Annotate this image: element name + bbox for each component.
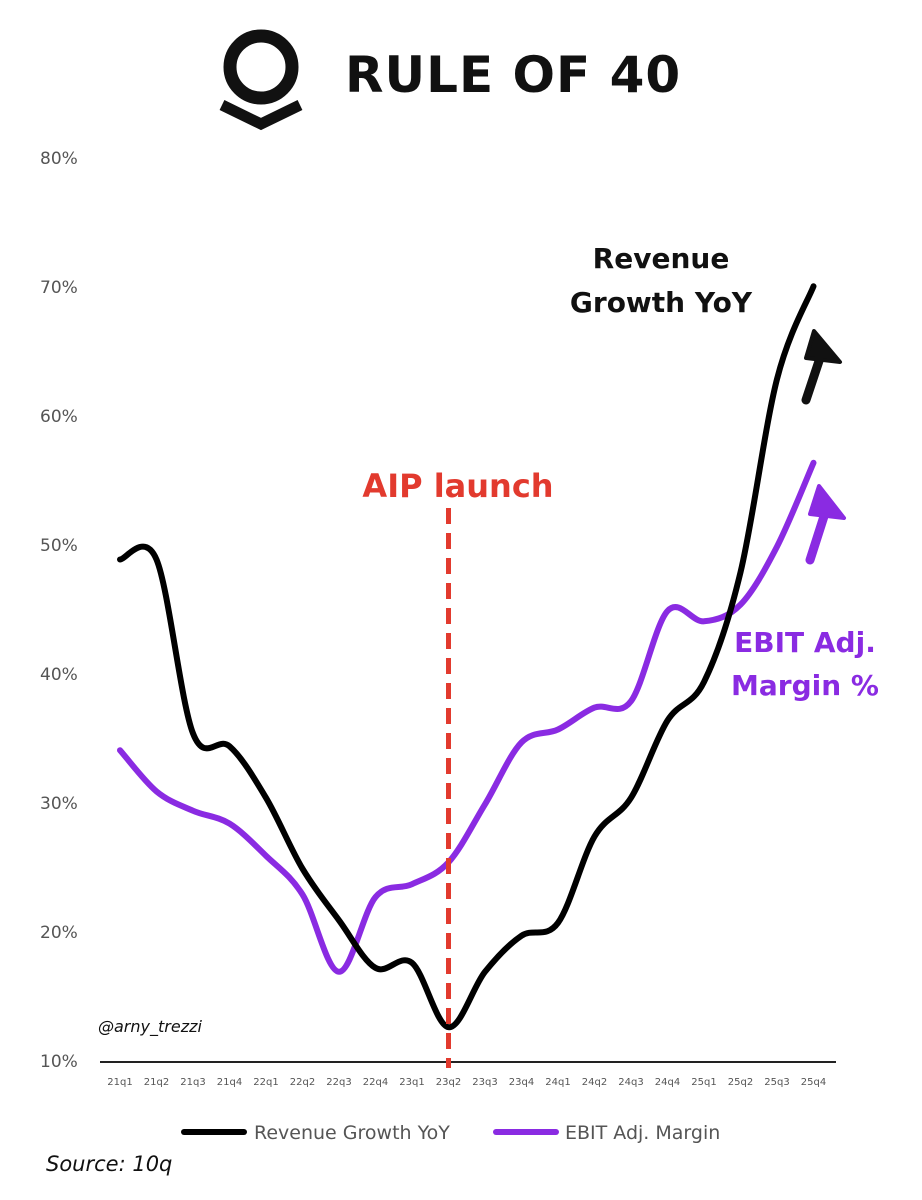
revenue-data-point	[154, 556, 160, 562]
x-tick-label: 21q1	[107, 1077, 132, 1088]
x-tick-label: 24q1	[545, 1077, 570, 1088]
ebit-data-point	[738, 602, 744, 608]
revenue-annotation-line2: Growth YoY	[570, 286, 753, 319]
revenue-data-point	[665, 718, 671, 724]
source-note: Source: 10q	[46, 1152, 172, 1176]
ebit-data-point	[117, 747, 123, 753]
chart-title: RULE OF 40	[345, 46, 681, 104]
revenue-data-point	[263, 795, 269, 801]
x-tick-label: 22q4	[363, 1077, 388, 1088]
ebit-data-point	[263, 853, 269, 859]
revenue-data-point	[592, 834, 598, 840]
ebit-up-arrow-icon	[805, 484, 846, 565]
x-tick-label: 22q1	[253, 1077, 278, 1088]
revenue-up-arrow-icon	[801, 329, 842, 405]
x-tick-label: 25q1	[691, 1077, 716, 1088]
ebit-data-point	[409, 881, 415, 887]
y-tick-label: 30%	[40, 794, 78, 814]
ebit-data-point	[774, 544, 780, 550]
y-tick-label: 60%	[40, 407, 78, 427]
revenue-data-point	[811, 283, 817, 289]
data-points	[117, 283, 817, 1030]
x-tick-label: 24q3	[618, 1077, 643, 1088]
x-tick-label: 21q3	[180, 1077, 205, 1088]
revenue-annotation-line1: Revenue	[593, 242, 730, 275]
revenue-data-point	[482, 969, 488, 975]
y-tick-label: 50%	[40, 536, 78, 556]
y-tick-label: 20%	[40, 923, 78, 943]
series-line-revenue-growth	[117, 283, 817, 1031]
revenue-data-point	[409, 960, 415, 966]
ebit-data-point	[555, 727, 561, 733]
ebit-data-point	[628, 698, 634, 704]
y-axis-ticks: 10% 20% 30% 40% 50% 60% 70% 80%	[40, 149, 78, 1072]
x-tick-label: 23q2	[436, 1077, 461, 1088]
ebit-data-point	[482, 801, 488, 807]
x-tick-label: 21q2	[144, 1077, 169, 1088]
x-tick-label: 23q4	[509, 1077, 534, 1088]
ebit-data-point	[190, 808, 196, 814]
author-handle: @arny_trezzi	[98, 1017, 202, 1037]
ebit-data-point	[592, 705, 598, 711]
ebit-data-point	[373, 894, 379, 900]
ebit-data-point	[300, 891, 306, 897]
revenue-data-point	[738, 569, 744, 575]
aip-launch-label: AIP launch	[362, 467, 553, 505]
revenue-data-point	[117, 556, 123, 562]
x-tick-label: 21q4	[217, 1077, 242, 1088]
y-tick-label: 80%	[40, 149, 78, 169]
revenue-data-point	[227, 743, 233, 749]
palantir-logo-icon	[219, 29, 303, 131]
x-tick-label: 24q2	[582, 1077, 607, 1088]
series-line-ebit-adj-margin	[117, 459, 817, 975]
ebit-data-point	[446, 859, 452, 865]
ebit-data-point	[227, 821, 233, 827]
x-axis-ticks: 21q1 21q2 21q3 21q4 22q1 22q2 22q3 22q4 23q1 23q2…	[107, 1077, 826, 1088]
x-tick-label: 25q3	[764, 1077, 789, 1088]
ebit-data-point	[519, 739, 525, 745]
revenue-data-point	[373, 965, 379, 971]
legend: Revenue Growth YoY EBIT Adj. Margin	[181, 1122, 720, 1144]
ebit-annotation-line1: EBIT Adj.	[734, 626, 876, 659]
y-tick-label: 70%	[40, 278, 78, 298]
legend-label-revenue: Revenue Growth YoY	[254, 1122, 450, 1144]
ebit-data-point	[665, 608, 671, 614]
revenue-data-point	[701, 679, 707, 685]
x-tick-label: 23q3	[472, 1077, 497, 1088]
ebit-annotation-line2: Margin %	[731, 669, 879, 702]
revenue-data-point	[336, 917, 342, 923]
revenue-data-point	[190, 730, 196, 736]
revenue-data-point	[519, 933, 525, 939]
y-tick-label: 40%	[40, 665, 78, 685]
ebit-data-point	[154, 788, 160, 794]
ebit-data-point	[336, 969, 342, 975]
x-tick-label: 22q2	[290, 1077, 315, 1088]
revenue-data-point	[446, 1024, 452, 1030]
x-tick-label: 24q4	[655, 1077, 680, 1088]
revenue-data-point	[774, 376, 780, 382]
x-tick-label: 22q3	[326, 1077, 351, 1088]
y-tick-label: 10%	[40, 1052, 78, 1072]
x-tick-label: 23q1	[399, 1077, 424, 1088]
x-tick-label: 25q2	[728, 1077, 753, 1088]
x-tick-label: 25q4	[801, 1077, 826, 1088]
ebit-data-point	[811, 460, 817, 466]
revenue-data-point	[555, 920, 561, 926]
revenue-data-point	[300, 866, 306, 872]
ebit-data-point	[701, 618, 707, 624]
legend-label-ebit: EBIT Adj. Margin	[565, 1122, 720, 1144]
revenue-data-point	[628, 795, 634, 801]
